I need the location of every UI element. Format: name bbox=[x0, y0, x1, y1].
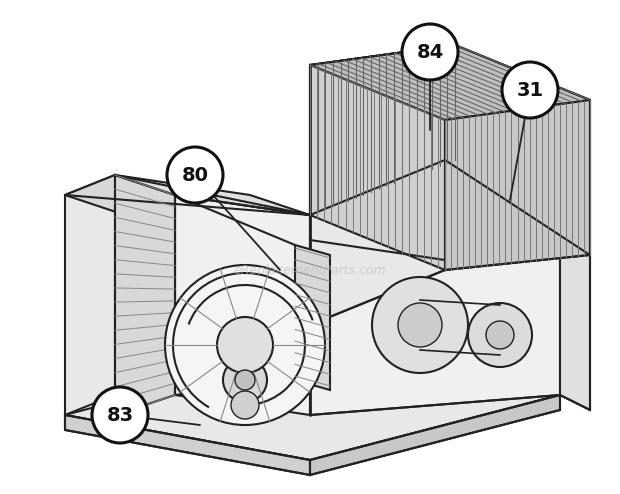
Polygon shape bbox=[310, 160, 445, 325]
Circle shape bbox=[468, 303, 532, 367]
Circle shape bbox=[402, 24, 458, 80]
Polygon shape bbox=[175, 195, 310, 415]
Circle shape bbox=[231, 391, 259, 419]
Text: eReplacementParts.com: eReplacementParts.com bbox=[234, 263, 386, 277]
Text: 84: 84 bbox=[417, 42, 444, 61]
Circle shape bbox=[486, 321, 514, 349]
Text: 83: 83 bbox=[107, 406, 133, 424]
Polygon shape bbox=[310, 45, 455, 215]
Polygon shape bbox=[65, 175, 115, 415]
Polygon shape bbox=[445, 100, 590, 270]
Polygon shape bbox=[560, 240, 590, 410]
Polygon shape bbox=[310, 65, 445, 270]
Polygon shape bbox=[65, 415, 310, 475]
Polygon shape bbox=[65, 175, 175, 215]
Polygon shape bbox=[115, 175, 310, 215]
Polygon shape bbox=[310, 215, 560, 415]
Circle shape bbox=[372, 277, 468, 373]
Circle shape bbox=[223, 358, 267, 402]
Polygon shape bbox=[295, 245, 330, 390]
Polygon shape bbox=[65, 350, 560, 460]
Polygon shape bbox=[115, 175, 175, 415]
Circle shape bbox=[167, 147, 223, 203]
Text: 31: 31 bbox=[516, 81, 544, 99]
Polygon shape bbox=[310, 395, 560, 475]
Polygon shape bbox=[310, 45, 590, 120]
Circle shape bbox=[235, 370, 255, 390]
Circle shape bbox=[217, 317, 273, 373]
Circle shape bbox=[398, 303, 442, 347]
Circle shape bbox=[502, 62, 558, 118]
Text: 80: 80 bbox=[182, 165, 208, 184]
Circle shape bbox=[165, 265, 325, 425]
Circle shape bbox=[92, 387, 148, 443]
